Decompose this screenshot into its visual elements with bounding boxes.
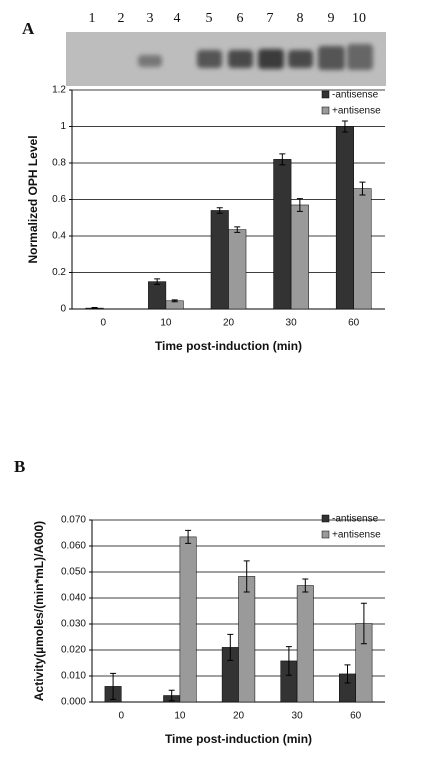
y-tick-label: 0.6	[52, 194, 66, 205]
y-tick-label: 0.2	[52, 267, 66, 278]
gel-band	[138, 55, 162, 67]
x-tick-label: 30	[292, 711, 304, 722]
legend-label: +antisense	[332, 530, 381, 541]
x-tick-label: 20	[233, 711, 245, 722]
error-bar	[360, 602, 367, 645]
lane-label: 10	[352, 11, 366, 26]
y-axis-title: Activity(µmoles/(min*mL)/A600)	[32, 521, 46, 701]
bar	[228, 229, 247, 310]
gel-band	[347, 44, 373, 70]
x-tick-label: 60	[348, 318, 360, 329]
lane-label: 5	[206, 11, 213, 26]
x-axis-title: Time post-induction (min)	[165, 732, 312, 746]
lane-label: 7	[267, 11, 274, 26]
gel-band	[318, 46, 345, 70]
y-tick-label: 0.8	[52, 158, 66, 169]
y-tick-label: 0.000	[61, 697, 86, 708]
x-tick-label: 0	[101, 318, 107, 329]
bar	[148, 281, 167, 310]
x-tick-label: 20	[223, 318, 235, 329]
error-bar	[216, 207, 223, 214]
x-tick-label: 10	[160, 318, 172, 329]
error-bar	[227, 633, 234, 661]
lane-label: 3	[147, 11, 154, 26]
lane-label: 9	[328, 11, 335, 26]
x-tick-label: 10	[174, 711, 186, 722]
y-tick-label: 0.010	[61, 671, 86, 682]
error-bar	[110, 672, 117, 700]
gel-image	[66, 32, 386, 86]
x-tick-label: 60	[350, 711, 362, 722]
gel-band	[228, 50, 253, 68]
y-tick-label: 0.060	[61, 541, 86, 552]
error-bar	[154, 278, 161, 285]
y-tick-label: 0.040	[61, 593, 86, 604]
bar	[296, 585, 314, 703]
error-bar	[185, 529, 192, 544]
error-bar	[243, 560, 250, 593]
error-bar	[234, 226, 241, 233]
gel-band	[197, 50, 222, 68]
gel-band	[258, 49, 284, 69]
lane-label: 8	[297, 11, 304, 26]
panel-label: A	[22, 19, 35, 38]
legend-swatch	[321, 514, 330, 523]
panel-label: B	[14, 457, 25, 476]
bar	[273, 159, 292, 310]
y-tick-label: 0.050	[61, 567, 86, 578]
gel-band	[288, 50, 313, 68]
y-tick-label: 0.070	[61, 515, 86, 526]
y-tick-label: 1	[60, 121, 66, 132]
y-tick-label: 0.030	[61, 619, 86, 630]
error-bar	[168, 689, 175, 702]
y-tick-label: 0.4	[52, 231, 66, 242]
bar	[238, 576, 256, 703]
x-axis-title: Time post-induction (min)	[155, 339, 302, 353]
error-bar	[171, 299, 178, 303]
error-bar	[302, 578, 309, 593]
y-tick-label: 0.020	[61, 645, 86, 656]
error-bar	[341, 120, 348, 133]
error-bar	[296, 198, 303, 212]
legend-swatch	[321, 106, 330, 115]
legend-label: +antisense	[332, 106, 381, 117]
lane-label: 2	[118, 11, 125, 26]
legend-swatch	[321, 530, 330, 539]
bar	[290, 204, 309, 310]
y-tick-label: 1.2	[52, 85, 66, 96]
y-tick-label: 0	[60, 304, 66, 315]
lane-label: 6	[237, 11, 244, 26]
bar	[335, 126, 354, 310]
error-bar	[279, 153, 286, 166]
bar	[353, 188, 372, 310]
legend-label: -antisense	[332, 514, 379, 525]
x-tick-label: 30	[286, 318, 298, 329]
error-bar	[344, 664, 351, 684]
x-tick-label: 0	[119, 711, 125, 722]
bar	[210, 210, 229, 310]
error-bar	[359, 181, 366, 196]
lane-label: 1	[89, 11, 96, 26]
error-bar	[285, 646, 292, 676]
lane-label: 4	[174, 11, 181, 26]
error-bar	[91, 307, 98, 310]
y-axis-title: Normalized OPH Level	[26, 135, 40, 263]
legend-label: -antisense	[332, 90, 379, 101]
bar	[179, 536, 197, 703]
legend-swatch	[321, 90, 330, 99]
